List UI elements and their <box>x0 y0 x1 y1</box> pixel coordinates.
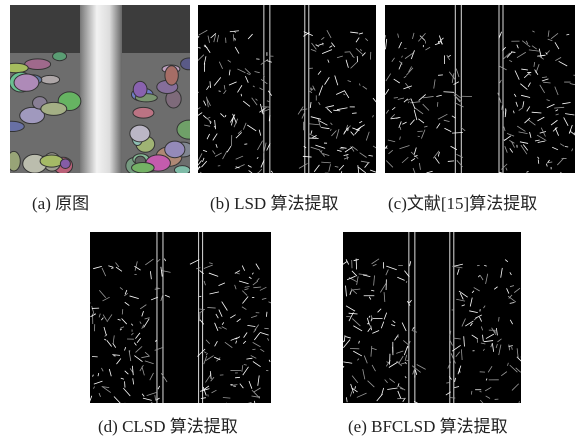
texture <box>133 107 154 118</box>
texture <box>113 356 115 357</box>
ref15-result-image <box>385 5 575 173</box>
texture <box>446 383 449 384</box>
texture <box>252 349 255 350</box>
texture <box>10 151 20 171</box>
texture <box>499 317 500 322</box>
texture <box>448 161 454 162</box>
original-image <box>10 5 190 173</box>
caption: (d) CLSD 算法提取 <box>98 412 238 437</box>
figure: (a) 原图 (b) LSD 算法提取 (c)文献[15]算法提取 (d) CL… <box>0 0 587 441</box>
texture <box>340 149 344 150</box>
texture <box>60 159 70 169</box>
lsd-result-image <box>198 5 376 173</box>
texture <box>122 309 123 314</box>
texture <box>471 391 472 395</box>
texture <box>40 155 63 167</box>
texture <box>241 94 242 96</box>
caption: (b) LSD 算法提取 <box>210 189 338 214</box>
texture <box>133 81 147 97</box>
texture <box>538 159 539 163</box>
texture <box>10 63 28 73</box>
texture <box>210 81 211 88</box>
texture <box>174 166 190 173</box>
texture <box>266 312 267 317</box>
texture <box>165 66 178 85</box>
texture <box>111 268 113 269</box>
texture <box>394 97 398 98</box>
texture <box>41 102 67 115</box>
texture <box>443 92 453 93</box>
clsd-result-image <box>90 232 271 403</box>
texture <box>130 125 150 142</box>
caption: (c)文献[15]算法提取 <box>388 189 537 214</box>
texture <box>235 377 240 378</box>
texture <box>41 75 60 84</box>
caption: (e) BFCLSD 算法提取 <box>348 412 508 437</box>
caption: (a) 原图 <box>32 189 89 214</box>
texture <box>132 162 155 172</box>
texture <box>165 141 185 158</box>
texture <box>53 52 67 61</box>
texture <box>565 147 568 148</box>
texture <box>14 74 39 91</box>
bfclsd-result-image <box>343 232 521 403</box>
